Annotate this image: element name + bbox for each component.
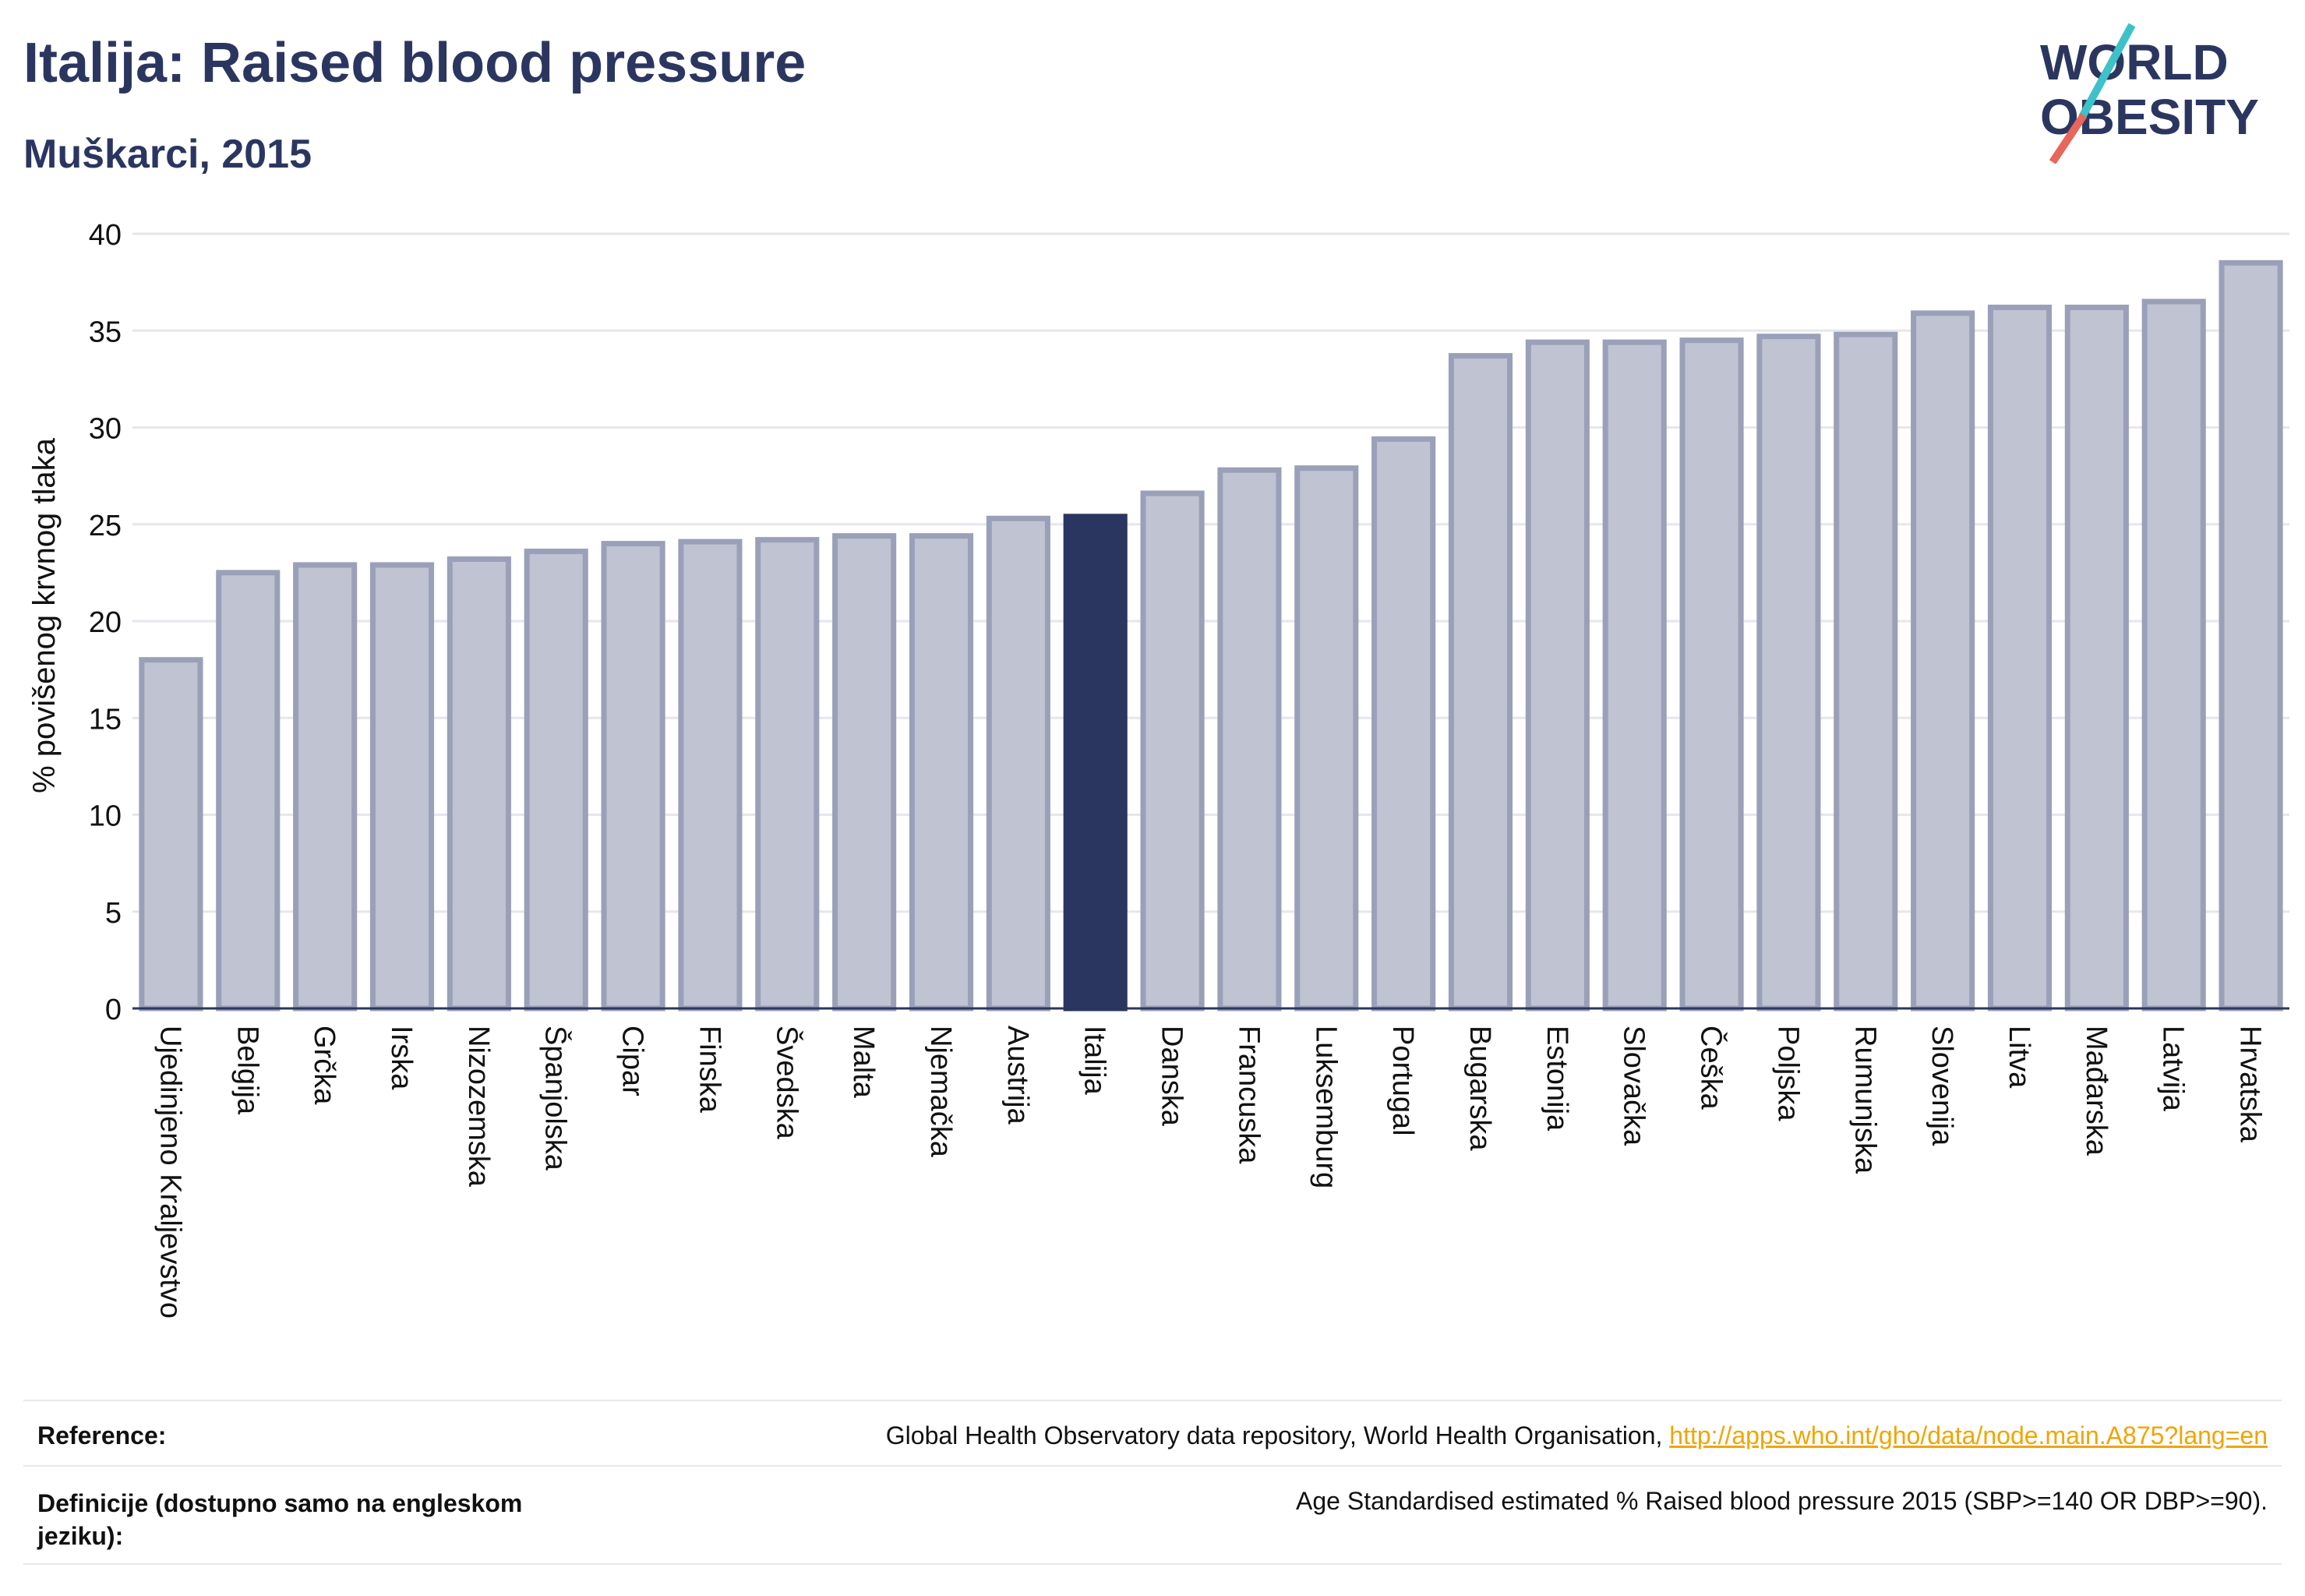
chart-title: Italija: Raised blood pressure	[23, 32, 807, 94]
world-obesity-logo: WORLD OBESITY	[2040, 23, 2259, 164]
x-tick-label: Estonija	[1541, 1026, 1573, 1132]
y-tick-label: 5	[105, 897, 122, 930]
bar-danska	[1140, 490, 1205, 1012]
definition-label-line2: jeziku):	[37, 1522, 124, 1550]
definition-label: Definicije (dostupno samo na engleskom j…	[37, 1487, 522, 1552]
bar-irska	[369, 562, 435, 1012]
bar-slovenija	[1911, 310, 1975, 1012]
bar-poljska	[1756, 334, 1821, 1012]
y-axis-ticks: 0 5 10 15 20 25 30 35 40	[89, 219, 122, 1026]
logo-text-obesity: OBESITY	[2040, 89, 2259, 145]
footer-divider-middle	[23, 1465, 2282, 1467]
bar-ujedinjeno-kraljevstvo	[139, 657, 203, 1012]
bar-latvija	[2141, 298, 2206, 1012]
bar-mađarska	[2064, 304, 2129, 1012]
reference-text: Global Health Observatory data repositor…	[885, 1421, 1663, 1449]
y-tick-label: 10	[89, 800, 122, 833]
y-tick-label: 30	[89, 413, 122, 446]
bar-grčka	[293, 562, 358, 1012]
x-tick-label: Hrvatska	[2234, 1026, 2267, 1143]
x-tick-label: Slovenija	[1926, 1026, 1958, 1146]
bar-češka	[1679, 337, 1744, 1012]
bars	[139, 260, 2283, 1012]
bar-francuska	[1217, 467, 1282, 1012]
reference-value: Global Health Observatory data repositor…	[886, 1421, 2268, 1450]
bar-belgija	[216, 570, 281, 1012]
x-tick-label: Njemačka	[924, 1026, 957, 1158]
x-tick-label: Luksemburg	[1309, 1026, 1342, 1188]
bar-njemačka	[909, 533, 974, 1012]
footer-divider-bottom	[23, 1563, 2282, 1565]
x-tick-label: Bugarska	[1463, 1026, 1496, 1151]
x-tick-label: Češka	[1695, 1026, 1729, 1110]
bar-švedska	[755, 537, 820, 1012]
bar-portugal	[1371, 436, 1436, 1012]
x-tick-label: Italija	[1078, 1026, 1111, 1096]
x-tick-label: Slovačka	[1618, 1026, 1650, 1146]
y-tick-label: 20	[89, 606, 122, 639]
y-tick-label: 15	[89, 703, 122, 736]
bar-malta	[832, 533, 897, 1012]
bar-rumunjska	[1834, 331, 1898, 1012]
y-axis-label: % povišenog krvnog tlaka	[27, 437, 62, 793]
x-tick-label: Švedska	[770, 1026, 804, 1140]
x-axis-labels: Ujedinjeno Kraljevstvo Belgija Grčka Irska N…	[154, 1026, 2266, 1319]
bar-austrija	[986, 515, 1050, 1012]
reference-link[interactable]: http://apps.who.int/gho/data/node.main.A…	[1669, 1421, 2268, 1449]
x-tick-label: Grčka	[308, 1026, 341, 1105]
reference-label: Reference:	[37, 1421, 167, 1449]
definition-label-line1: Definicije (dostupno samo na engleskom	[37, 1489, 523, 1517]
chart-subtitle: Muškarci, 2015	[23, 132, 312, 177]
bar-estonija	[1525, 339, 1590, 1012]
x-tick-label: Nizozemska	[462, 1026, 495, 1188]
bar-hrvatska	[2219, 260, 2283, 1012]
x-tick-label: Finska	[693, 1026, 725, 1114]
x-tick-label: Rumunjska	[1848, 1026, 1881, 1174]
x-tick-label: Danska	[1156, 1026, 1188, 1127]
logo-slash-top	[2078, 23, 2136, 119]
y-tick-label: 35	[89, 316, 122, 348]
bar-bugarska	[1448, 353, 1513, 1012]
x-tick-label: Španjolska	[539, 1026, 574, 1171]
bar-cipar	[601, 541, 665, 1012]
reference-row: Reference: Global Health Observatory dat…	[23, 1421, 2282, 1460]
y-tick-label: 40	[89, 219, 122, 252]
bar-litva	[1987, 304, 2053, 1012]
x-tick-label: Portugal	[1386, 1026, 1419, 1136]
bar-španjolska	[524, 549, 588, 1012]
bar-luksemburg	[1294, 465, 1359, 1012]
x-tick-label: Litva	[2003, 1026, 2035, 1089]
bar-italija	[1063, 514, 1128, 1012]
x-tick-label: Malta	[847, 1026, 880, 1099]
x-tick-label: Latvija	[2157, 1026, 2190, 1112]
bar-finska	[678, 538, 743, 1012]
logo-text-world: WORLD	[2040, 34, 2229, 90]
x-tick-label: Francuska	[1232, 1026, 1265, 1164]
bar-slovačka	[1602, 339, 1667, 1012]
y-tick-label: 25	[89, 510, 122, 542]
definition-value: Age Standardised estimated % Raised bloo…	[1296, 1487, 2268, 1515]
x-tick-label: Belgija	[231, 1026, 263, 1115]
definition-row: Definicije (dostupno samo na engleskom j…	[23, 1487, 2282, 1557]
x-tick-label: Mađarska	[2080, 1026, 2113, 1156]
x-tick-label: Cipar	[616, 1026, 649, 1096]
x-tick-label: Austrija	[1001, 1026, 1034, 1125]
y-tick-label: 0	[105, 994, 122, 1026]
x-tick-label: Poljska	[1771, 1026, 1804, 1121]
bar-chart: 0 5 10 15 20 25 30 35 40 Ujedinjeno Kraljevstvo B…	[27, 219, 2289, 1319]
x-tick-label: Irska	[385, 1026, 418, 1090]
logo-slash-bottom	[2049, 113, 2088, 164]
x-tick-label: Ujedinjeno Kraljevstvo	[154, 1026, 186, 1319]
bar-nizozemska	[447, 556, 511, 1012]
footer-divider-top	[23, 1400, 2282, 1401]
